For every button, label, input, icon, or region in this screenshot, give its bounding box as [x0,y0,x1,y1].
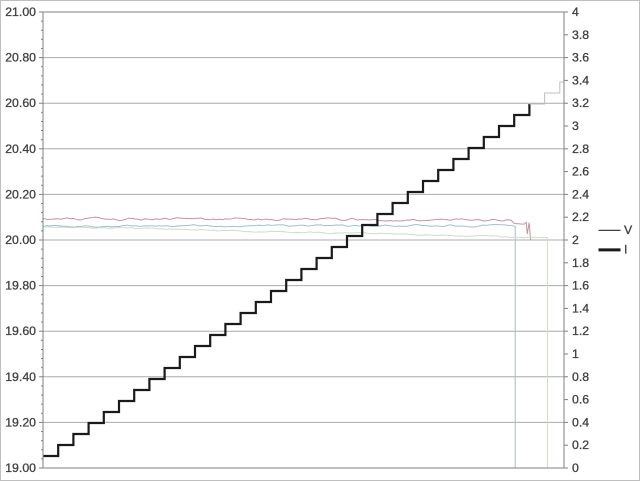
svg-text:0.2: 0.2 [572,438,589,452]
svg-text:19.20: 19.20 [5,415,36,429]
svg-text:3.2: 3.2 [572,96,589,110]
svg-text:0.8: 0.8 [572,370,589,384]
svg-text:0.4: 0.4 [572,415,589,429]
svg-text:21.00: 21.00 [5,5,36,19]
svg-text:20.40: 20.40 [5,142,36,156]
svg-text:0: 0 [572,461,579,475]
svg-text:3.8: 3.8 [572,28,589,42]
svg-text:1.8: 1.8 [572,256,589,270]
svg-text:19.00: 19.00 [5,461,36,475]
svg-text:1: 1 [572,347,579,361]
svg-text:3: 3 [572,119,579,133]
svg-text:20.20: 20.20 [5,187,36,201]
svg-text:2: 2 [572,233,579,247]
svg-text:0.6: 0.6 [572,393,589,407]
svg-text:2.4: 2.4 [572,187,589,201]
svg-text:I: I [624,243,627,257]
svg-text:V: V [624,223,633,237]
svg-text:2.6: 2.6 [572,165,589,179]
svg-text:3.4: 3.4 [572,73,589,87]
svg-text:1.2: 1.2 [572,324,589,338]
svg-text:19.40: 19.40 [5,370,36,384]
svg-text:2.2: 2.2 [572,210,589,224]
svg-text:1.6: 1.6 [572,279,589,293]
svg-text:20.00: 20.00 [5,233,36,247]
svg-text:20.60: 20.60 [5,96,36,110]
svg-text:4: 4 [572,5,579,19]
svg-text:1.4: 1.4 [572,301,589,315]
svg-text:20.80: 20.80 [5,51,36,65]
svg-text:3.6: 3.6 [572,51,589,65]
svg-text:19.60: 19.60 [5,324,36,338]
svg-text:2.8: 2.8 [572,142,589,156]
svg-text:19.80: 19.80 [5,279,36,293]
